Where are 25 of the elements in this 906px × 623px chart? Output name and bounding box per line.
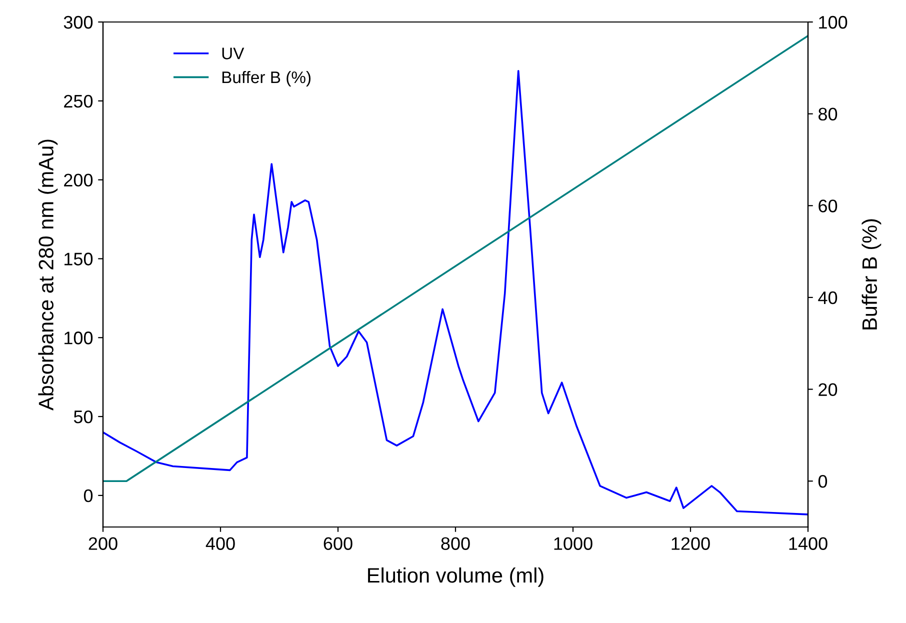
y-tick-label: 300 [64,16,93,29]
x-axis-title: Elution volume (ml) [368,567,544,587]
x-tick-label: 1400 [789,537,828,550]
y-tick-label: 150 [64,252,93,266]
y-tick-label: 50 [74,410,93,424]
x-tick-label: 400 [206,537,235,550]
legend-label: Buffer B (%) [222,70,311,86]
legend-label: UV [222,48,244,60]
y-axis-title: Absorbance at 280 nm (mAu) [38,140,58,411]
y-tick-label: 200 [64,174,93,187]
x-tick-label: 200 [88,537,118,550]
y2-axis-title: Buffer B (%) [862,219,882,330]
y2-tick-label: 100 [819,16,848,29]
y2-tick-label: 60 [818,200,838,212]
y-tick-label: 100 [64,332,93,344]
y-tick-label: 0 [84,489,93,502]
x-tick-label: 800 [441,537,470,550]
x-tick-label: 1000 [554,537,592,550]
y2-tick-label: 0 [818,475,828,488]
y2-tick-label: 80 [818,108,838,121]
y2-tick-label: 20 [818,383,838,396]
x-tick-label: 600 [324,537,352,550]
x-tick-label: 1200 [672,537,710,550]
y2-tick-label: 40 [818,291,838,304]
y-tick-label: 250 [64,94,93,108]
